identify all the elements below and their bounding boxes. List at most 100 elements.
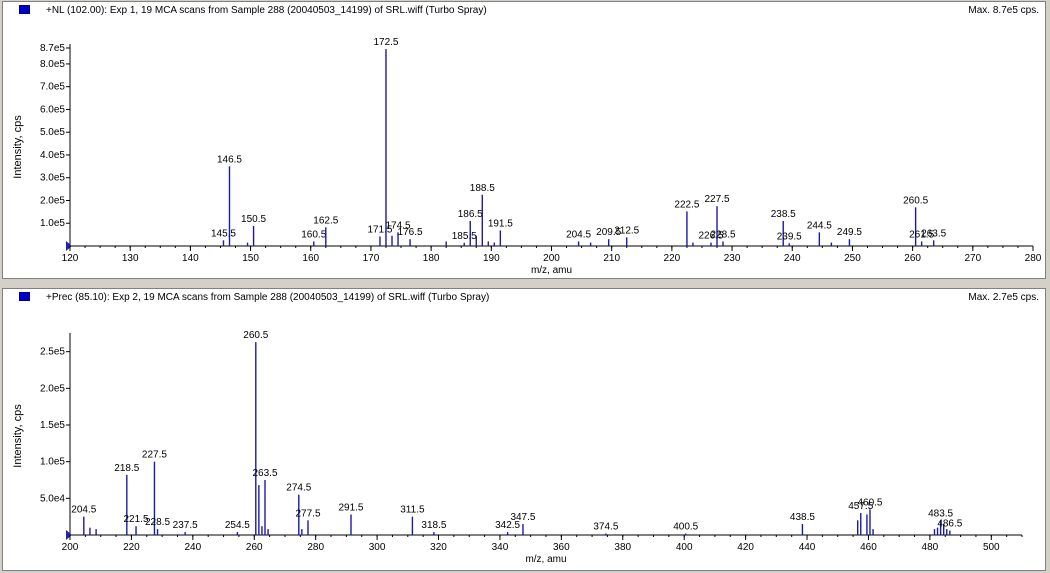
peak-label: 186.5 — [458, 209, 483, 220]
peak-label: 228.5 — [711, 229, 736, 240]
peak-label: 227.5 — [705, 194, 730, 205]
peak-label: 318.5 — [421, 520, 446, 531]
y-tick-label: 3.0e5 — [40, 173, 65, 184]
peak-label: 191.5 — [488, 219, 513, 230]
x-tick-label: 250 — [844, 253, 861, 264]
x-tick-label: 180 — [423, 253, 440, 264]
peak-label: 274.5 — [286, 483, 311, 494]
peak-label: 221.5 — [124, 514, 149, 525]
x-tick-label: 500 — [983, 542, 1000, 553]
peak-label: 227.5 — [142, 450, 167, 461]
y-tick-label: 2.0e5 — [40, 195, 65, 206]
x-tick-label: 480 — [922, 542, 939, 553]
series-color-icon — [19, 292, 30, 301]
peak-label: 244.5 — [807, 220, 832, 231]
peak-label: 176.5 — [398, 227, 423, 238]
x-tick-label: 240 — [784, 253, 801, 264]
peak-label: 254.5 — [225, 520, 250, 531]
peak-label: 222.5 — [674, 199, 699, 210]
x-tick-label: 280 — [307, 542, 324, 553]
x-axis-label: m/z, amu — [531, 265, 572, 276]
x-tick-label: 460 — [860, 542, 877, 553]
peak-label: 483.5 — [928, 508, 953, 519]
y-tick-label: 2.0e5 — [40, 383, 65, 394]
x-axis-label: m/z, amu — [525, 554, 566, 565]
peak-label: 347.5 — [510, 512, 535, 523]
panel-title: +NL (102.00): Exp 1, 19 MCA scans from S… — [46, 5, 487, 16]
max-intensity-label: Max. 8.7e5 cps. — [968, 5, 1039, 16]
peak-label: 457.5 — [848, 501, 873, 512]
peak-label: 438.5 — [790, 512, 815, 523]
peak-label: 460.5 — [857, 497, 882, 508]
peak-label: 174.5 — [386, 220, 411, 231]
peak-label: 185.5 — [452, 231, 477, 242]
x-tick-label: 140 — [182, 253, 199, 264]
x-tick-label: 260 — [904, 253, 921, 264]
x-tick-label: 420 — [737, 542, 754, 553]
x-tick-label: 440 — [799, 542, 816, 553]
peak-label: 204.5 — [71, 505, 96, 516]
x-tick-label: 300 — [369, 542, 386, 553]
x-tick-label: 150 — [242, 253, 259, 264]
x-tick-label: 130 — [122, 253, 139, 264]
peak-label: 291.5 — [338, 502, 363, 513]
x-tick-label: 160 — [302, 253, 319, 264]
y-tick-label: 1.0e5 — [40, 457, 65, 468]
x-tick-label: 280 — [1025, 253, 1042, 264]
peak-label: 146.5 — [217, 154, 242, 165]
peak-label: 239.5 — [777, 231, 802, 242]
x-tick-label: 220 — [664, 253, 681, 264]
x-tick-label: 400 — [676, 542, 693, 553]
x-tick-label: 240 — [184, 542, 201, 553]
peak-label: 228.5 — [145, 517, 170, 528]
x-tick-label: 380 — [614, 542, 631, 553]
peak-label: 263.5 — [252, 468, 277, 479]
spectrum-plot-nl[interactable]: 1.0e5 2.0e5 3.0e5 4.0e5 5.0e5 6.0e5 7.0e5 8.0e5… — [3, 2, 1045, 278]
peak-label: 218.5 — [114, 463, 139, 474]
peak-label: 226.5 — [698, 231, 723, 242]
peak-label: 145.5 — [211, 228, 236, 239]
peak-label: 277.5 — [295, 508, 320, 519]
peak-label: 311.5 — [400, 505, 425, 516]
x-tick-label: 230 — [724, 253, 741, 264]
peak-label: 150.5 — [241, 214, 266, 225]
baseline-marker — [66, 241, 72, 251]
x-tick-label: 200 — [62, 542, 79, 553]
peak-label: 188.5 — [470, 183, 495, 194]
x-tick-label: 170 — [363, 253, 380, 264]
y-axis-label: Intensity, cps — [12, 115, 24, 179]
peak-label: 486.5 — [937, 519, 962, 530]
peak-label: 238.5 — [771, 209, 796, 220]
peak-label: 160.5 — [301, 229, 326, 240]
baseline-marker — [66, 530, 72, 540]
y-tick-label: 8.0e5 — [40, 59, 65, 70]
y-tick-label: 5.0e4 — [40, 493, 65, 504]
peak-label: 342.5 — [495, 520, 520, 531]
x-tick-label: 340 — [492, 542, 509, 553]
peak-label: 260.5 — [243, 330, 268, 341]
y-tick-label: 1.5e5 — [40, 420, 65, 431]
y-tick-label: 1.0e5 — [40, 218, 65, 229]
y-tick-label: 4.0e5 — [40, 150, 65, 161]
peak-label: 172.5 — [373, 37, 398, 48]
x-tick-label: 360 — [553, 542, 570, 553]
peak-label: 204.5 — [566, 229, 591, 240]
spectrum-panel-prec[interactable]: +Prec (85.10): Exp 2, 19 MCA scans from … — [2, 288, 1046, 571]
spectrum-plot-prec[interactable]: 5.0e4 1.0e5 1.5e5 2.0e5 2.5e5 200 220 240 260 280… — [3, 289, 1045, 570]
peak-label: 212.5 — [614, 225, 639, 236]
peak-label: 400.5 — [673, 522, 698, 533]
peak-label: 162.5 — [313, 215, 338, 226]
x-tick-label: 200 — [543, 253, 560, 264]
y-axis-label: Intensity, cps — [12, 404, 24, 468]
spectrum-panel-nl[interactable]: +NL (102.00): Exp 1, 19 MCA scans from S… — [2, 1, 1046, 279]
x-tick-label: 190 — [483, 253, 500, 264]
peak-label: 209.5 — [596, 227, 621, 238]
x-tick-label: 260 — [246, 542, 263, 553]
peak-label: 263.5 — [921, 228, 946, 239]
series-color-icon — [19, 5, 30, 14]
peak-label: 237.5 — [173, 520, 198, 531]
peak-label: 171.5 — [367, 224, 392, 235]
x-tick-label: 320 — [430, 542, 447, 553]
y-tick-label: 2.5e5 — [40, 347, 65, 358]
